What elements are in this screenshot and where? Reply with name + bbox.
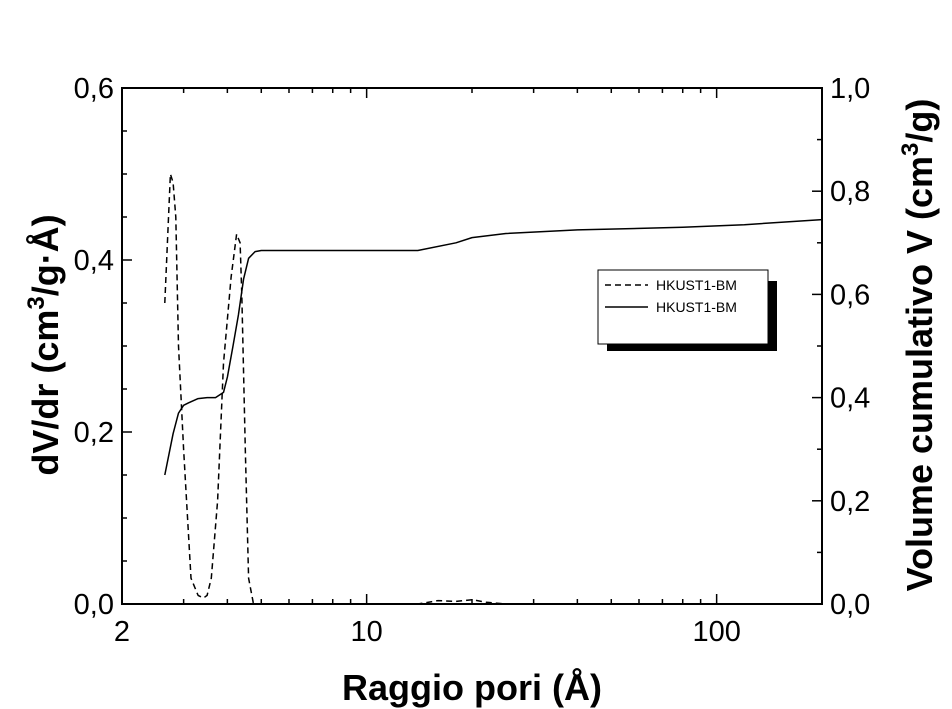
y-right-title-main: Volume cumulativo V (cm	[899, 156, 940, 591]
legend: HKUST1-BM HKUST1-BM	[597, 269, 777, 351]
series-layer	[164, 173, 823, 605]
y-left-tick-label: 0,4	[74, 245, 114, 277]
y-right-tick-label: 1,0	[830, 73, 870, 105]
y-right-title-end: /g)	[899, 99, 940, 143]
y-right-tick-label: 0,2	[830, 486, 870, 518]
y-left-title-sup: 3	[23, 296, 50, 309]
legend-label-1: HKUST1-BM	[656, 277, 737, 293]
y-right-tick-label: 0,4	[830, 383, 870, 415]
series-line-2-solid	[164, 218, 823, 476]
y-left-tick-label: 0,0	[74, 589, 114, 621]
y-right-tick-label: 0,6	[830, 279, 870, 311]
x-tick-label: 10	[351, 616, 383, 648]
y-left-tick-label: 0,2	[74, 417, 114, 449]
y-right-tick-label: 0,0	[830, 589, 870, 621]
y-right-title-sup: 3	[897, 143, 924, 156]
axis-ticks: 2 10 100 0,0 0,2 0,4 0,6 0,0 0,2 0,4 0,6 0,8 1,0	[74, 73, 871, 648]
y-right-axis-title: Volume cumulativo V (cm3/g)	[897, 99, 940, 592]
x-tick-label: 2	[114, 616, 130, 648]
x-axis-title: Raggio pori (Å)	[342, 667, 602, 708]
legend-label-2: HKUST1-BM	[656, 299, 737, 315]
y-right-tick-label: 0,8	[830, 176, 870, 208]
y-left-axis-title: dV/dr (cm3/g·Å)	[23, 214, 66, 475]
y-left-tick-label: 0,6	[74, 73, 114, 105]
y-left-title-main: dV/dr (cm	[25, 310, 66, 476]
series-line-1-dashed	[164, 173, 639, 605]
x-tick-label: 100	[692, 616, 740, 648]
y-left-title-end: /g·Å)	[25, 214, 66, 296]
